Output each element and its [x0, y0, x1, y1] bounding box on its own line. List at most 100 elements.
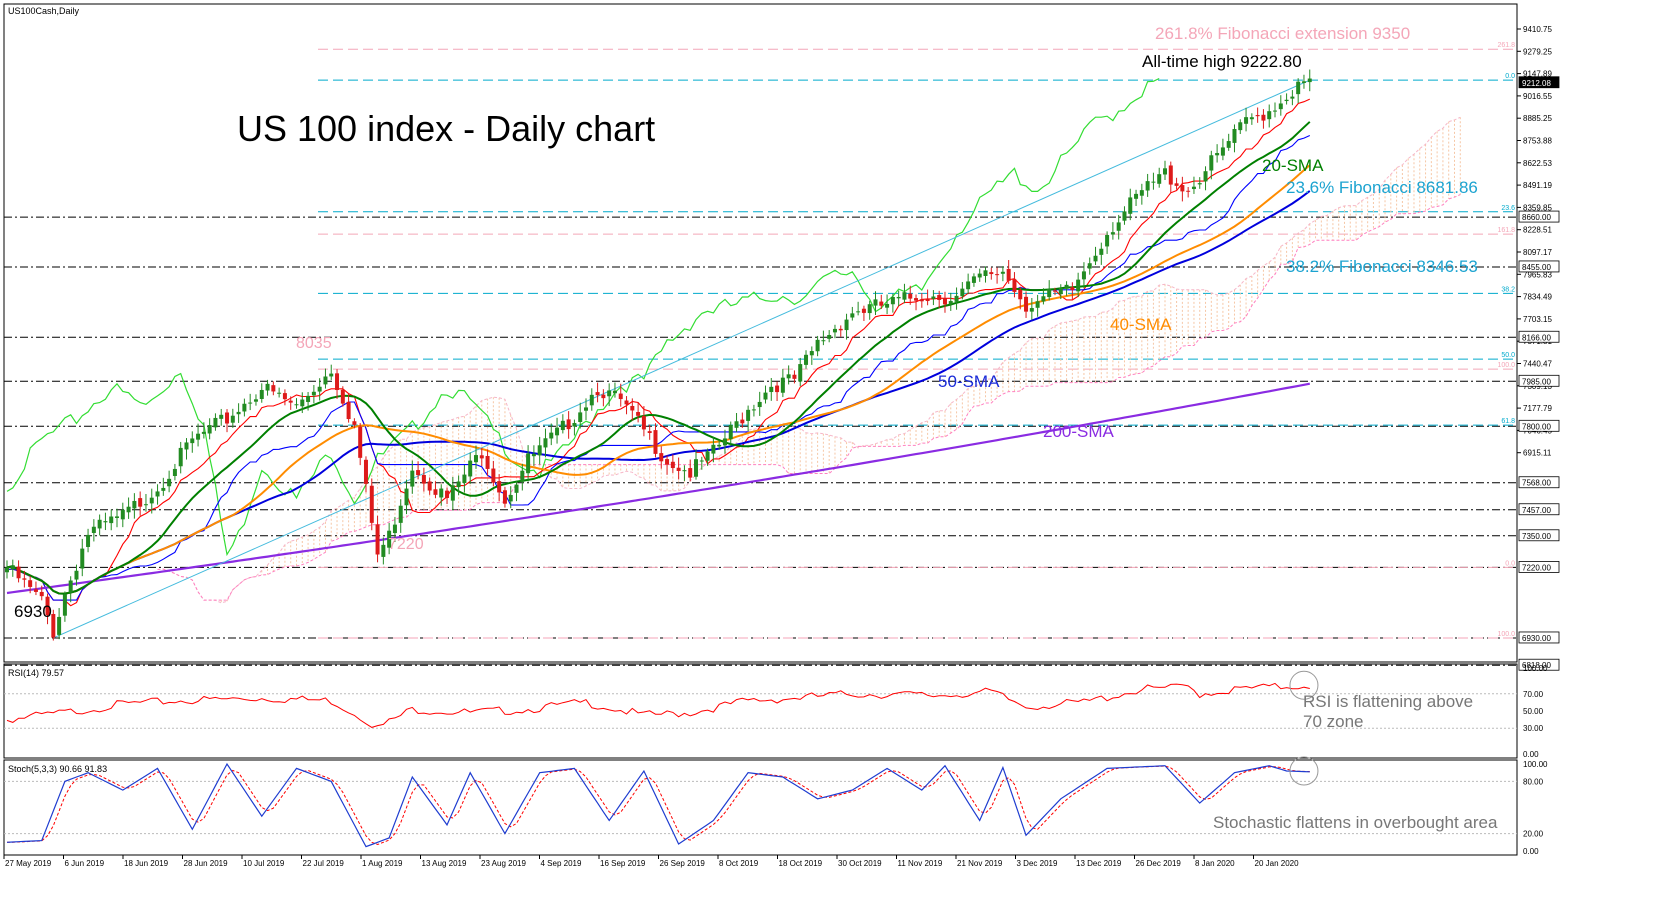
candle-body [792, 374, 797, 379]
candle-body [890, 296, 895, 305]
date-label: 22 Jul 2019 [303, 859, 345, 868]
stoch-signal-line [6, 765, 1310, 846]
candle-body [1284, 99, 1289, 102]
candle-body [433, 489, 438, 495]
candle-body [346, 401, 351, 420]
candle-body [404, 488, 409, 506]
candle-body [1099, 248, 1104, 255]
indicator-lines [6, 77, 1311, 607]
candle-body [751, 409, 756, 411]
candle-body [1035, 301, 1040, 308]
candle-body [1006, 268, 1011, 281]
candle-body [497, 481, 502, 493]
stoch-label: Stoch(5,3,3) 90.66 91.83 [8, 764, 107, 774]
candle-body [995, 274, 1000, 276]
candle-body [578, 412, 583, 422]
fib-level-label: 23.6 [1501, 205, 1515, 212]
candle-body [861, 308, 866, 313]
candle-body [885, 303, 890, 308]
candle-body [665, 459, 670, 465]
candle-body [1261, 114, 1266, 121]
rsi-panel: 100.00 70.00 50.00 30.00 0.00 [4, 664, 1548, 759]
candle-body [612, 390, 617, 394]
price-box [1518, 476, 1560, 489]
candle-body [155, 491, 160, 497]
sma20-label: 20-SMA [1262, 156, 1324, 175]
candle-body [711, 444, 716, 454]
sma50-line [6, 190, 1311, 595]
candle-body [786, 374, 791, 379]
date-label: 30 Oct 2019 [838, 859, 882, 868]
rsi-axis-label: 100.00 [1523, 664, 1548, 673]
candle-body [1273, 110, 1278, 112]
candle-body [856, 311, 861, 313]
candle-body [259, 389, 264, 399]
high-8035-label: 8035 [296, 335, 332, 352]
candle-body [86, 534, 91, 547]
candle-body [757, 401, 762, 408]
price-box [1518, 631, 1560, 644]
candle-body [1157, 174, 1162, 184]
candle-body [734, 421, 739, 428]
all-time-high-label: All-time high 9222.80 [1142, 52, 1302, 71]
candle-body [775, 385, 780, 393]
rsi-line [6, 682, 1310, 728]
candle-body [960, 288, 965, 297]
candle-body [306, 395, 311, 402]
date-label: 21 Nov 2019 [957, 859, 1003, 868]
date-label: 27 May 2019 [5, 859, 52, 868]
candle-body [392, 524, 397, 534]
candle-body [607, 390, 612, 397]
fib-level-label: 0.0 [1505, 73, 1515, 80]
candle-body [184, 442, 189, 450]
candle-body [398, 505, 403, 523]
candle-body [636, 412, 641, 416]
candle-body [1191, 186, 1196, 190]
candle-body [1029, 308, 1034, 312]
candle-body [919, 299, 924, 302]
date-label: 1 Aug 2019 [362, 859, 403, 868]
candle-body [68, 580, 73, 593]
fib23-label: 23.6% Fibonacci 8681.86 [1286, 178, 1478, 197]
fib-level-label: 50.0 [1501, 352, 1515, 359]
candle-body [462, 474, 467, 484]
candle-body [728, 424, 733, 440]
candle-body [1116, 222, 1121, 231]
price-box-label: 7457.00 [1522, 506, 1551, 515]
price-box [1518, 260, 1560, 273]
fib-level-label: 161.8 [1497, 227, 1515, 234]
candle-body [10, 565, 15, 570]
rsi-axis-label: 50.00 [1523, 707, 1544, 716]
price-box [1518, 210, 1560, 223]
candle-body [896, 296, 901, 299]
candle-body [300, 399, 305, 407]
candle-body [363, 459, 368, 484]
candle-body [473, 455, 478, 463]
candle-body [555, 427, 560, 436]
candle-body [1168, 165, 1173, 185]
price-box-label: 8660.00 [1522, 213, 1551, 222]
candle-body [653, 430, 658, 454]
candle-body [502, 490, 507, 504]
candle-body [931, 296, 936, 299]
candle-body [630, 405, 635, 411]
fib-level-label: 261.8 [1497, 42, 1515, 49]
price-box [1518, 529, 1560, 542]
candle-body [838, 328, 843, 331]
candle-body [1122, 211, 1127, 221]
candle-body [942, 298, 947, 305]
price-axis-label: 8097.17 [1523, 248, 1552, 257]
sma50-label: 50-SMA [938, 372, 1000, 391]
candle-body [1070, 287, 1075, 291]
candle-body [22, 578, 27, 580]
candle-body [1255, 115, 1260, 117]
candle-body [948, 301, 953, 305]
candle-body [1134, 193, 1139, 199]
candle-body [439, 488, 444, 498]
candle-body [1307, 78, 1312, 83]
date-label: 3 Dec 2019 [1017, 859, 1058, 868]
candle-body [190, 438, 195, 444]
price-axis-label: 9410.75 [1523, 25, 1552, 34]
candle-body [358, 426, 363, 458]
